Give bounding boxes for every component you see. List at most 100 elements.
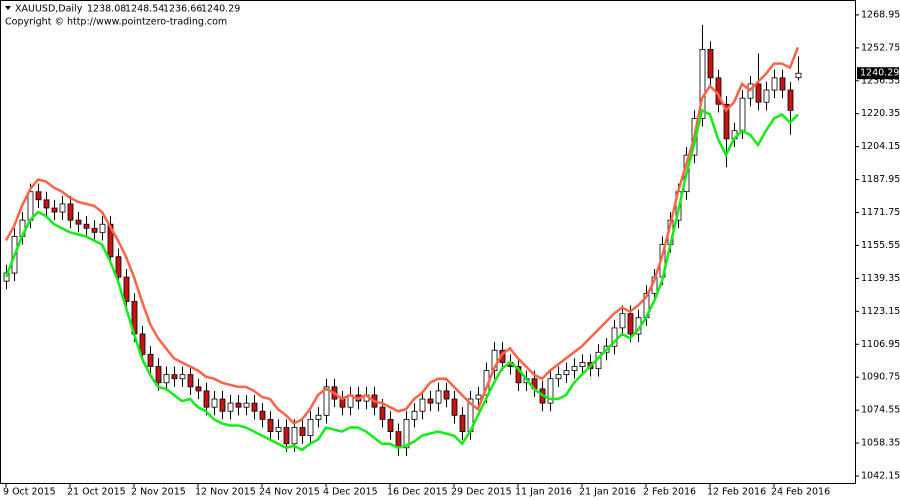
candle-body <box>779 77 786 91</box>
price-tag-label: 1240.29 <box>860 68 899 79</box>
candle-body <box>83 223 90 229</box>
candle-body <box>755 83 762 103</box>
candle-body <box>35 191 42 201</box>
candle-body <box>43 199 50 209</box>
y-tick-label: 1171.75 <box>861 207 900 218</box>
candle-body <box>259 410 266 420</box>
candle-body <box>107 223 114 258</box>
candle-body <box>563 370 570 376</box>
candle-body <box>571 366 578 371</box>
ohlc-close: 1240.29 <box>201 4 240 15</box>
x-tick-label: 2 Nov 2015 <box>131 487 186 498</box>
candle-body <box>115 256 122 278</box>
y-tick-label: 1123.15 <box>861 306 900 317</box>
candle-body <box>339 398 346 408</box>
candle-body <box>403 418 410 449</box>
candle-body <box>547 378 554 404</box>
candle-body <box>451 398 458 416</box>
candle-body <box>291 427 298 445</box>
symbol-label: XAUUSD,Daily <box>15 4 83 15</box>
candle-body <box>795 72 802 79</box>
candle-body <box>739 97 746 132</box>
candle-body <box>195 386 202 392</box>
candle-body <box>27 191 34 221</box>
candle-body <box>179 374 186 380</box>
ohlc-open: 1238.08 <box>87 4 126 15</box>
y-tick-label: 1139.35 <box>861 273 900 284</box>
candle-body <box>219 398 226 412</box>
candle-body <box>283 427 290 445</box>
x-tick-label: 29 Dec 2015 <box>451 487 512 498</box>
candle-body <box>139 333 146 355</box>
candle-body <box>211 398 218 408</box>
candle-body <box>475 394 482 400</box>
candle-body <box>51 207 58 213</box>
candle-body <box>387 418 394 432</box>
y-tick-label: 1252.75 <box>861 42 900 53</box>
candle-body <box>251 402 258 412</box>
candle-body <box>275 427 282 432</box>
copyright: Copyright © http://www.pointzero-trading… <box>5 17 227 28</box>
candle-body <box>787 89 794 111</box>
candle-body <box>699 48 706 119</box>
header: XAUUSD,Daily 1238.08 1248.54 1236.66 124… <box>5 4 240 28</box>
candle-body <box>171 374 178 380</box>
candle-body <box>619 313 626 329</box>
candle-body <box>763 89 770 103</box>
candle-body <box>75 219 82 225</box>
candle-body <box>123 276 130 302</box>
indicator-line <box>4 108 799 452</box>
y-tick-label: 1155.55 <box>861 240 900 251</box>
candle-body <box>707 48 714 79</box>
candle-body <box>147 353 154 367</box>
ohlc-low: 1236.66 <box>163 4 202 15</box>
ohlc-high: 1248.54 <box>125 4 164 15</box>
x-tick-label: 9 Oct 2015 <box>3 487 56 498</box>
y-tick-label: 1187.95 <box>861 174 900 185</box>
y-tick-label: 1236.55 <box>861 75 900 86</box>
candle-body <box>227 402 234 412</box>
candle-body <box>59 203 66 213</box>
candle-body <box>611 327 618 347</box>
candle-body <box>187 374 194 388</box>
x-tick-label: 12 Nov 2015 <box>195 487 256 498</box>
candle-body <box>315 414 322 420</box>
candle-body <box>723 103 730 140</box>
y-tick-label: 1042.15 <box>861 470 900 481</box>
y-tick-label: 1268.95 <box>861 9 900 20</box>
candle-body <box>459 414 466 432</box>
candle-body <box>395 431 402 449</box>
candle-body <box>771 77 778 91</box>
candle-body <box>299 427 306 437</box>
candle-body <box>555 374 562 380</box>
candle-body <box>419 398 426 412</box>
y-tick-label: 1106.95 <box>861 339 900 350</box>
x-tick-label: 24 Nov 2015 <box>259 487 320 498</box>
candle-body <box>203 390 210 408</box>
y-tick-label: 1220.35 <box>861 108 900 119</box>
x-tick-label: 4 Dec 2015 <box>323 487 378 498</box>
candle-body <box>163 374 170 384</box>
x-tick-label: 24 Feb 2016 <box>771 487 830 498</box>
indicator-line <box>4 46 800 425</box>
x-tick-label: 21 Jan 2016 <box>579 487 636 498</box>
candle-body <box>267 418 274 432</box>
price-tag <box>857 67 899 80</box>
menu-triangle[interactable] <box>5 6 11 10</box>
plot-frame <box>0 0 856 484</box>
candle-body <box>235 402 242 408</box>
candle-body <box>435 390 442 404</box>
candle-body <box>427 398 434 404</box>
x-tick-label: 12 Feb 2016 <box>707 487 766 498</box>
x-tick-label: 21 Oct 2015 <box>67 487 126 498</box>
y-tick-label: 1090.75 <box>861 372 900 383</box>
candle-body <box>443 390 450 400</box>
candle-body <box>323 386 330 416</box>
y-tick-label: 1074.55 <box>861 405 900 416</box>
y-tick-label: 1058.35 <box>861 438 900 449</box>
y-tick-label: 1204.15 <box>861 141 900 152</box>
candle-body <box>411 410 418 420</box>
x-tick-label: 11 Jan 2016 <box>515 487 572 498</box>
candle-body <box>243 402 250 408</box>
